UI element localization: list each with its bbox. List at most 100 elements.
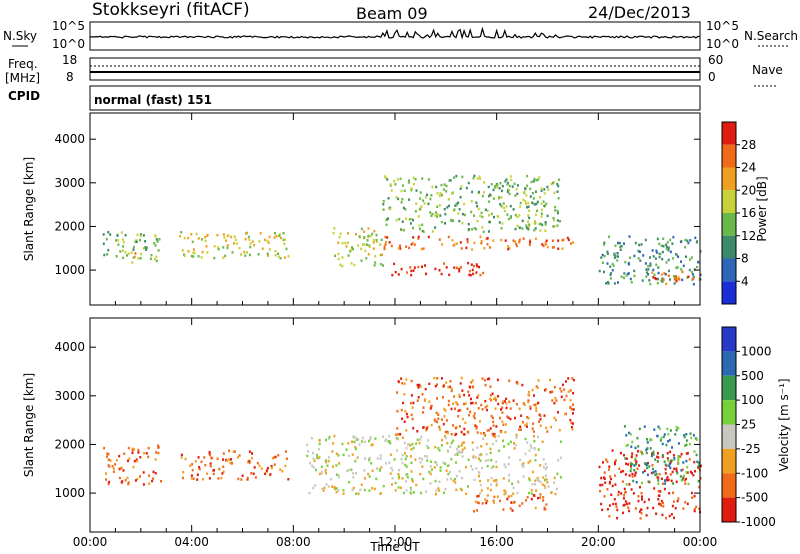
velocity-cell [403, 420, 406, 423]
velocity-cell [461, 389, 464, 392]
velocity-cell [107, 452, 110, 456]
power-cell [347, 232, 350, 235]
power-cell [332, 231, 335, 235]
power-cell [665, 245, 668, 249]
velocity-cell [625, 434, 628, 437]
velocity-cell [118, 476, 121, 480]
velocity-cell [524, 437, 527, 441]
velocity-cell [528, 477, 531, 480]
velocity-cell [545, 466, 548, 469]
velocity-cell [401, 382, 404, 385]
power-cell [193, 251, 196, 255]
power-cell [458, 208, 461, 211]
power-cell [417, 265, 420, 269]
power-cell [411, 241, 414, 245]
velocity-cell [570, 425, 573, 429]
power-cell [492, 239, 495, 242]
velocity-cell [248, 460, 251, 463]
velocity-cell [355, 492, 358, 496]
velocity-colorbar-swatch [722, 448, 736, 474]
velocity-cell [147, 455, 150, 459]
power-cell [409, 222, 412, 225]
power-cell [248, 253, 251, 257]
velocity-cell [478, 453, 481, 457]
velocity-cell [531, 470, 534, 474]
power-cell [244, 254, 247, 257]
velocity-cell [436, 377, 439, 380]
velocity-cell [494, 479, 497, 482]
velocity-cell [371, 443, 374, 446]
power-cell [543, 188, 546, 191]
velocity-cell [196, 473, 199, 476]
power-cell [673, 282, 676, 285]
velocity-cell [637, 450, 639, 453]
power-cell [545, 239, 548, 242]
velocity-cell [526, 425, 528, 428]
power-cell [667, 258, 670, 262]
velocity-cell [657, 456, 660, 459]
velocity-cell [379, 457, 382, 460]
power-cell [195, 232, 198, 236]
power-cell [648, 279, 651, 282]
velocity-cell [142, 471, 145, 474]
velocity-cell [495, 478, 498, 482]
power-cell [410, 269, 413, 273]
velocity-cell [222, 465, 225, 468]
velocity-cell [457, 451, 460, 455]
power-cell [514, 213, 517, 217]
velocity-cell [131, 448, 134, 452]
velocity-cell [658, 473, 661, 476]
velocity-cell [416, 383, 419, 387]
power-cell [489, 220, 491, 224]
velocity-cell [449, 385, 452, 389]
power-cell [625, 274, 628, 277]
velocity-cell [350, 468, 353, 471]
velocity-cell [533, 394, 535, 397]
velocity-cell [533, 439, 536, 443]
velocity-cell [508, 456, 510, 459]
velocity-cell [237, 477, 240, 481]
power-cell [418, 227, 421, 231]
velocity-cell [635, 454, 638, 457]
velocity-cell [620, 451, 622, 455]
power-cell [414, 210, 417, 213]
velocity-cell [602, 461, 604, 464]
velocity-cell [633, 469, 636, 472]
velocity-cell [325, 483, 328, 486]
velocity-cell [351, 453, 354, 456]
power-colorbar-swatch [722, 258, 736, 282]
power-cell [498, 221, 501, 224]
velocity-cell [662, 505, 665, 508]
velocity-cell [341, 442, 344, 446]
velocity-cell [229, 461, 232, 465]
velocity-cell [505, 397, 508, 401]
power-cell [481, 226, 484, 229]
velocity-cell [337, 489, 340, 492]
velocity-cell [307, 450, 310, 453]
power-cell [473, 227, 476, 230]
velocity-cell [469, 410, 472, 414]
power-cell [472, 272, 475, 276]
velocity-cell [498, 449, 501, 452]
velocity-cell [315, 468, 317, 472]
power-cell [490, 194, 493, 197]
velocity-cell [508, 379, 511, 383]
power-colorbar-label: Power [dB] [755, 176, 769, 241]
cpid-label: CPID [8, 89, 40, 103]
velocity-cell [657, 482, 660, 485]
power-cell [482, 230, 485, 234]
power-cell [699, 273, 702, 276]
velocity-cell [560, 395, 563, 399]
velocity-cell [687, 482, 690, 486]
power-cell [442, 188, 445, 191]
power-cell [283, 242, 286, 246]
velocity-cell [122, 469, 125, 472]
velocity-cell [612, 502, 615, 506]
velocity-cell [458, 450, 460, 453]
power-cell [624, 260, 627, 264]
power-cell [139, 233, 142, 236]
velocity-cell [471, 379, 474, 382]
power-cell [438, 204, 441, 207]
power-cell [566, 236, 569, 240]
power-cell [617, 255, 619, 258]
